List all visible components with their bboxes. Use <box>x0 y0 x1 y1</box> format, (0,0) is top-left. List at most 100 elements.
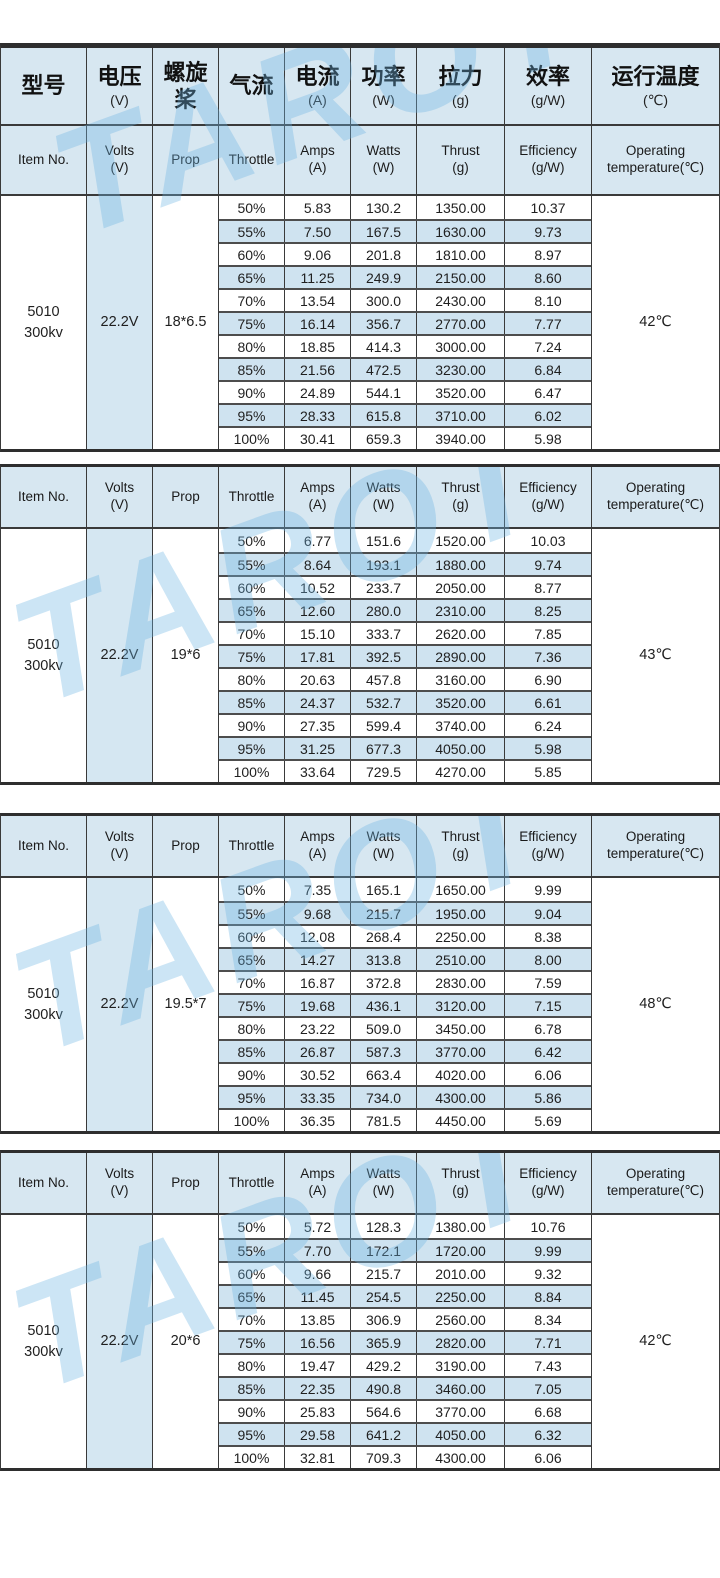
watts-cell: 130.2 <box>350 196 416 219</box>
thrust-cell: 1520.00 <box>416 529 504 552</box>
amps-cell: 7.35 <box>284 878 350 901</box>
item-no-cell: 5010 300kv <box>1 529 86 782</box>
efficiency-cell: 9.99 <box>504 1240 591 1261</box>
amps-cell: 6.77 <box>284 529 350 552</box>
efficiency-cell: 5.98 <box>504 428 591 449</box>
header-prop: Prop <box>152 126 218 194</box>
efficiency-cell: 8.97 <box>504 244 591 265</box>
thrust-cell: 3120.00 <box>416 995 504 1016</box>
watts-cell: 356.7 <box>350 313 416 334</box>
data-row: 50% 6.77 151.6 1520.00 10.03 <box>219 529 591 552</box>
throttle-cell: 50% <box>237 199 266 216</box>
amps-cell: 21.56 <box>284 359 350 380</box>
efficiency-cell: 7.59 <box>504 972 591 993</box>
amps-cell: 24.89 <box>284 382 350 403</box>
throttle-cell: 75% <box>237 648 266 665</box>
data-row: 90% 27.35 599.4 3740.00 6.24 <box>219 713 591 736</box>
item-no-line2: 300kv <box>24 324 63 341</box>
watts-cell: 300.0 <box>350 290 416 311</box>
item-no-line1: 5010 <box>27 986 60 1003</box>
thrust-cell: 1810.00 <box>416 244 504 265</box>
throttle-data-grid: 50% 7.35 165.1 1650.00 9.99 55% 9.68 215.7 1950.… <box>218 878 592 1131</box>
data-row: 60% 12.08 268.4 2250.00 8.38 <box>219 924 591 947</box>
efficiency-cell: 6.68 <box>504 1401 591 1422</box>
efficiency-cell: 7.05 <box>504 1378 591 1399</box>
thrust-cell: 2830.00 <box>416 972 504 993</box>
throttle-cell: 55% <box>237 905 266 922</box>
data-row: 95% 31.25 677.3 4050.00 5.98 <box>219 736 591 759</box>
header-row-english: Item No. Volts (V) Prop Throttle Amps (A) Watts… <box>1 467 719 529</box>
throttle-data-grid: 50% 5.83 130.2 1350.00 10.37 55% 7.50 167.5 1630… <box>218 196 592 449</box>
thrust-cell: 2250.00 <box>416 926 504 947</box>
watts-cell: 128.3 <box>350 1215 416 1238</box>
data-row: 100% 36.35 781.5 4450.00 5.69 <box>219 1108 591 1131</box>
data-row: 90% 25.83 564.6 3770.00 6.68 <box>219 1399 591 1422</box>
thrust-cell: 1350.00 <box>416 196 504 219</box>
data-row: 65% 14.27 313.8 2510.00 8.00 <box>219 947 591 970</box>
thrust-cell: 4050.00 <box>416 738 504 759</box>
data-row: 80% 18.85 414.3 3000.00 7.24 <box>219 334 591 357</box>
header-volts: Volts (V) <box>86 816 152 876</box>
header-model: 型号 <box>21 73 66 99</box>
watts-cell: 781.5 <box>350 1110 416 1131</box>
throttle-cell: 100% <box>233 430 270 447</box>
throttle-cell: 80% <box>237 671 266 688</box>
efficiency-cell: 10.37 <box>504 196 591 219</box>
data-row: 55% 7.50 167.5 1630.00 9.73 <box>219 219 591 242</box>
spec-table-19-5x7: Item No. Volts (V) Prop Throttle Amps (A) Watts… <box>0 813 720 1134</box>
amps-cell: 29.58 <box>284 1424 350 1445</box>
header-thrust: Thrust (g) <box>416 467 504 527</box>
amps-cell: 33.35 <box>284 1087 350 1108</box>
watts-cell: 233.7 <box>350 577 416 598</box>
header-throttle: Throttle <box>218 467 284 527</box>
watts-cell: 249.9 <box>350 267 416 288</box>
throttle-cell: 85% <box>237 361 266 378</box>
efficiency-cell: 7.85 <box>504 623 591 644</box>
throttle-cell: 60% <box>237 1265 266 1282</box>
throttle-cell: 65% <box>237 269 266 286</box>
amps-cell: 25.83 <box>284 1401 350 1422</box>
amps-cell: 14.27 <box>284 949 350 970</box>
throttle-cell: 80% <box>237 1357 266 1374</box>
amps-cell: 19.68 <box>284 995 350 1016</box>
thrust-cell: 1630.00 <box>416 221 504 242</box>
throttle-cell: 50% <box>237 1218 266 1235</box>
header-thrust: Thrust (g) <box>416 1153 504 1213</box>
data-row: 95% 29.58 641.2 4050.00 6.32 <box>219 1422 591 1445</box>
efficiency-cell: 9.73 <box>504 221 591 242</box>
amps-cell: 26.87 <box>284 1041 350 1062</box>
data-row: 75% 16.56 365.9 2820.00 7.71 <box>219 1330 591 1353</box>
watts-cell: 729.5 <box>350 761 416 782</box>
header-prop: Prop <box>152 1153 218 1213</box>
watts-cell: 677.3 <box>350 738 416 759</box>
throttle-cell: 70% <box>237 974 266 991</box>
thrust-cell: 3450.00 <box>416 1018 504 1039</box>
throttle-cell: 90% <box>237 384 266 401</box>
amps-cell: 5.83 <box>284 196 350 219</box>
efficiency-cell: 8.34 <box>504 1309 591 1330</box>
throttle-cell: 70% <box>237 1311 266 1328</box>
header-item-no: Item No. <box>17 1174 69 1190</box>
watts-cell: 151.6 <box>350 529 416 552</box>
thrust-cell: 4020.00 <box>416 1064 504 1085</box>
header-efficiency: 效率 (g/W) <box>504 48 591 124</box>
watts-cell: 509.0 <box>350 1018 416 1039</box>
watts-cell: 544.1 <box>350 382 416 403</box>
thrust-cell: 1880.00 <box>416 554 504 575</box>
efficiency-cell: 6.02 <box>504 405 591 426</box>
prop-cell: 19*6 <box>152 529 218 782</box>
data-row: 75% 16.14 356.7 2770.00 7.77 <box>219 311 591 334</box>
thrust-cell: 3770.00 <box>416 1041 504 1062</box>
amps-cell: 32.81 <box>284 1447 350 1468</box>
thrust-cell: 4270.00 <box>416 761 504 782</box>
efficiency-cell: 10.76 <box>504 1215 591 1238</box>
header-operating-temperature: Operating temperature(℃) <box>591 1153 719 1213</box>
watts-cell: 365.9 <box>350 1332 416 1353</box>
throttle-cell: 85% <box>237 694 266 711</box>
efficiency-cell: 5.85 <box>504 761 591 782</box>
thrust-cell: 1950.00 <box>416 903 504 924</box>
throttle-cell: 95% <box>237 740 266 757</box>
watts-cell: 215.7 <box>350 903 416 924</box>
amps-cell: 11.25 <box>284 267 350 288</box>
watts-cell: 306.9 <box>350 1309 416 1330</box>
